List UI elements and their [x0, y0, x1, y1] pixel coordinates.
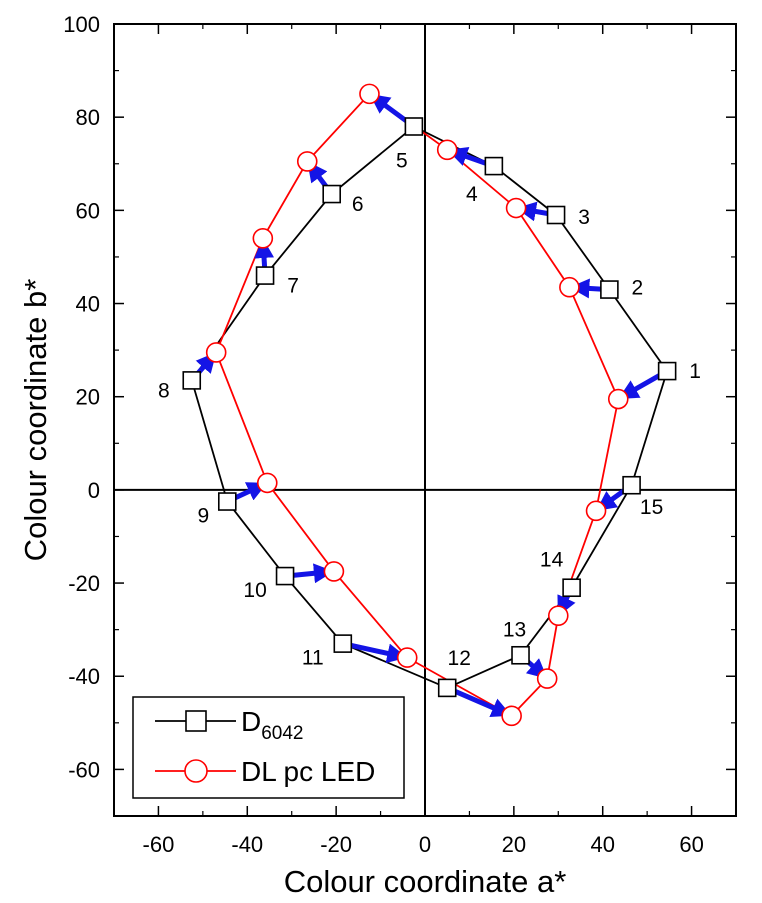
point-label: 9	[197, 505, 209, 528]
y-tick-label: 80	[76, 105, 100, 130]
marker-circle	[296, 151, 318, 172]
y-axis-title: Colour coordinate b*	[18, 279, 53, 562]
marker-square	[437, 678, 457, 698]
point-label: 1	[689, 360, 701, 383]
x-tick-label: -20	[320, 832, 352, 857]
marker-square	[333, 634, 353, 653]
point-label: 3	[578, 206, 590, 229]
point-label: 5	[396, 150, 408, 173]
marker-square	[322, 184, 342, 204]
y-tick-label: 40	[76, 292, 100, 317]
marker-circle	[547, 605, 569, 626]
legend-marker-square	[185, 710, 207, 732]
marker-square	[217, 492, 237, 511]
y-tick-label: -40	[68, 664, 100, 689]
y-tick-label: 60	[76, 198, 100, 223]
y-tick-label: 0	[88, 478, 100, 503]
marker-square	[484, 156, 504, 176]
y-tick-label: -20	[68, 571, 100, 596]
marker-square	[600, 280, 619, 299]
legend-marker-circle	[184, 759, 208, 783]
x-tick-label: 40	[590, 832, 614, 857]
marker-square	[622, 475, 641, 495]
x-tick-label: 60	[679, 832, 703, 857]
marker-circle	[256, 472, 278, 494]
marker-circle	[396, 647, 418, 668]
marker-circle	[536, 668, 558, 689]
y-tick-label: 20	[76, 385, 100, 410]
marker-square	[182, 371, 202, 390]
marker-circle	[501, 705, 522, 727]
marker-circle	[436, 139, 458, 161]
x-tick-label: -60	[143, 832, 175, 857]
legend-label-0: D6042	[241, 706, 304, 744]
marker-square	[562, 578, 581, 598]
marker-square	[255, 266, 275, 285]
point-label: 7	[287, 275, 299, 298]
point-label: 10	[243, 579, 266, 602]
shift-arrows	[189, 93, 670, 718]
shift-arrow-12	[444, 685, 512, 718]
point-label: 14	[540, 549, 564, 572]
marker-square	[657, 361, 677, 381]
axis-ticks: -60 -40 -20 0 20 40 60 -60 -40 -20 0 20 40 60 80 100	[63, 12, 737, 857]
marker-circle	[505, 197, 527, 219]
marker-circle	[585, 500, 607, 522]
marker-circle	[559, 276, 580, 298]
point-label: 8	[158, 379, 170, 402]
x-tick-label: 0	[419, 832, 431, 857]
marker-square	[275, 566, 295, 586]
point-label: 4	[466, 183, 478, 206]
series-line-1	[215, 92, 620, 717]
y-tick-label: -60	[68, 757, 100, 782]
point-label: 2	[632, 277, 644, 300]
marker-square	[404, 117, 424, 136]
x-axis-title: Colour coordinate a*	[284, 864, 567, 899]
series-markers	[182, 83, 677, 727]
marker-square	[546, 205, 566, 225]
point-label: 6	[352, 193, 364, 216]
x-tick-label: 20	[502, 832, 526, 857]
y-tick-label: 100	[63, 12, 100, 37]
x-tick-label: -40	[231, 832, 263, 857]
shift-arrow-11	[340, 641, 408, 664]
legend-label-1: DL pc LED	[241, 756, 375, 787]
marker-square	[511, 645, 530, 665]
marker-circle	[252, 228, 274, 249]
legend-box	[132, 696, 405, 799]
point-label: 12	[448, 647, 471, 670]
marker-circle	[205, 342, 227, 363]
series-lines	[190, 92, 669, 717]
marker-circle	[359, 83, 380, 105]
point-label: 11	[302, 647, 324, 670]
marker-circle	[323, 561, 345, 582]
legend: D6042 DL pc LED	[132, 696, 405, 799]
point-label: 15	[640, 496, 663, 519]
point-label: 13	[503, 618, 526, 641]
marker-circle	[607, 388, 629, 410]
series-line-0	[190, 125, 669, 689]
